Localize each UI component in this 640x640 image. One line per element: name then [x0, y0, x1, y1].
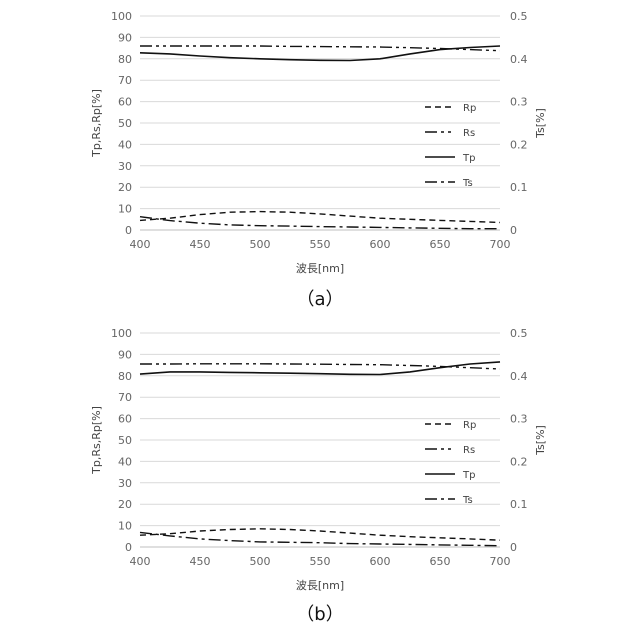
legend-label-rs: Rs — [463, 128, 475, 139]
x-tick-label: 400 — [130, 238, 151, 251]
y2-tick-label: 0.1 — [510, 181, 528, 194]
y-tick-label: 40 — [118, 455, 132, 468]
y2-axis-label: Ts[%] — [534, 425, 547, 456]
y2-tick-label: 0.4 — [510, 370, 528, 383]
y-tick-label: 70 — [118, 391, 132, 404]
x-axis-label: 波長[nm] — [296, 579, 344, 592]
x-tick-label: 450 — [190, 238, 211, 251]
y-tick-label: 0 — [125, 541, 132, 554]
y-tick-label: 20 — [118, 498, 132, 511]
chart-b: 0 10 20 30 40 50 60 70 80 90 100 0 0.1 0.2 0.3 0.4 0.5 40… — [90, 327, 547, 625]
chart-caption: （a） — [296, 289, 343, 310]
x-axis-label: 波長[nm] — [296, 262, 344, 275]
y-tick-label: 50 — [118, 117, 132, 130]
y-tick-label: 100 — [111, 327, 132, 340]
x-tick-label: 600 — [370, 238, 391, 251]
x-tick-label: 650 — [430, 555, 451, 568]
series-line-ts — [140, 217, 500, 229]
x-tick-label: 500 — [250, 555, 271, 568]
series-line-ts — [140, 532, 500, 545]
legend-label-tp: Tp — [462, 470, 475, 481]
y-tick-label: 60 — [118, 96, 132, 109]
y2-tick-label: 0 — [510, 541, 517, 554]
series-line-rs — [140, 46, 500, 51]
chart-caption: （b） — [296, 604, 343, 625]
y-tick-label: 30 — [118, 160, 132, 173]
y2-tick-label: 0.5 — [510, 327, 528, 340]
y-tick-label: 10 — [118, 203, 132, 216]
y-tick-label: 10 — [118, 520, 132, 533]
y-axis-label: Tp,Rs,Rp[%] — [90, 89, 103, 158]
y2-tick-label: 0.1 — [510, 498, 528, 511]
x-tick-label: 650 — [430, 238, 451, 251]
y-tick-label: 90 — [118, 348, 132, 361]
x-tick-label: 550 — [310, 238, 331, 251]
legend-label-rp: Rp — [463, 420, 476, 431]
series-line-rp — [140, 212, 500, 223]
y-tick-label: 60 — [118, 413, 132, 426]
y-tick-label: 80 — [118, 370, 132, 383]
y-tick-label: 70 — [118, 74, 132, 87]
y-tick-label: 30 — [118, 477, 132, 490]
y-tick-label: 40 — [118, 138, 132, 151]
y2-tick-label: 0.5 — [510, 10, 528, 23]
y-tick-label: 20 — [118, 181, 132, 194]
x-tick-label: 700 — [490, 238, 511, 251]
y2-tick-label: 0 — [510, 224, 517, 237]
y2-tick-label: 0.3 — [510, 96, 528, 109]
y-tick-label: 50 — [118, 434, 132, 447]
x-tick-label: 400 — [130, 555, 151, 568]
legend-label-ts: Ts — [462, 495, 473, 506]
y-tick-label: 80 — [118, 53, 132, 66]
y-tick-label: 100 — [111, 10, 132, 23]
legend-label-tp: Tp — [462, 153, 475, 164]
y2-axis-label: Ts[%] — [534, 108, 547, 139]
y2-tick-label: 0.3 — [510, 413, 528, 426]
y-tick-label: 0 — [125, 224, 132, 237]
y2-tick-label: 0.4 — [510, 53, 528, 66]
x-tick-label: 550 — [310, 555, 331, 568]
y2-tick-label: 0.2 — [510, 455, 528, 468]
legend-label-ts: Ts — [462, 178, 473, 189]
x-tick-label: 450 — [190, 555, 211, 568]
y-tick-label: 90 — [118, 31, 132, 44]
chart-a: 0 10 20 30 40 50 60 70 80 90 100 0 0.1 0.2 0.3 0.4 0.5 40… — [90, 10, 547, 310]
y-axis-label: Tp,Rs,Rp[%] — [90, 406, 103, 475]
y2-tick-label: 0.2 — [510, 138, 528, 151]
x-tick-label: 700 — [490, 555, 511, 568]
legend-label-rp: Rp — [463, 103, 476, 114]
x-tick-label: 500 — [250, 238, 271, 251]
legend-label-rs: Rs — [463, 445, 475, 456]
x-tick-label: 600 — [370, 555, 391, 568]
